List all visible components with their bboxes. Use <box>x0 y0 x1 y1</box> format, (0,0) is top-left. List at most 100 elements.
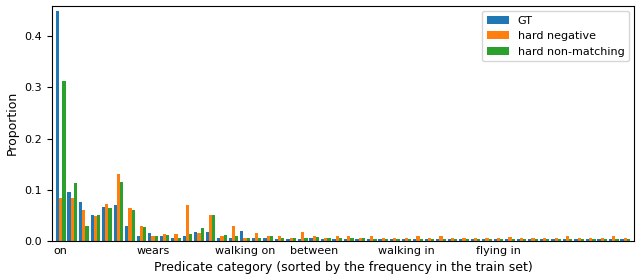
Bar <box>586 239 589 241</box>
Bar <box>393 239 396 241</box>
Bar <box>516 239 520 241</box>
Bar <box>182 236 186 241</box>
Bar <box>74 183 77 241</box>
Bar <box>485 239 488 241</box>
Bar <box>220 236 223 241</box>
Bar <box>90 215 93 241</box>
Bar <box>316 237 319 241</box>
Bar <box>396 239 400 241</box>
Bar <box>304 239 308 241</box>
Bar <box>332 239 335 241</box>
Bar <box>451 239 454 241</box>
Bar <box>289 239 292 241</box>
Bar <box>235 236 239 241</box>
Bar <box>563 239 566 241</box>
Bar <box>155 236 158 241</box>
Bar <box>246 239 250 241</box>
Bar <box>378 239 381 241</box>
Bar <box>275 239 278 241</box>
Bar <box>557 239 561 241</box>
Bar <box>59 197 63 241</box>
Bar <box>566 236 569 241</box>
Bar <box>166 235 170 241</box>
Bar <box>281 239 285 241</box>
Bar <box>309 239 312 241</box>
Bar <box>373 239 377 241</box>
Bar <box>439 236 442 241</box>
Bar <box>232 226 235 241</box>
Bar <box>120 182 124 241</box>
Bar <box>462 239 465 241</box>
Bar <box>174 234 178 241</box>
Bar <box>151 236 155 241</box>
Bar <box>171 239 174 241</box>
Bar <box>266 236 269 241</box>
Bar <box>335 236 339 241</box>
Bar <box>470 239 474 241</box>
Bar <box>508 237 511 241</box>
Bar <box>419 239 423 241</box>
Bar <box>401 239 404 241</box>
Bar <box>350 239 354 241</box>
Bar <box>143 227 147 241</box>
Bar <box>327 239 331 241</box>
Bar <box>217 239 220 241</box>
Bar <box>355 239 358 241</box>
Bar <box>163 234 166 241</box>
Bar <box>540 239 543 241</box>
Bar <box>243 239 246 241</box>
Bar <box>132 210 135 241</box>
Bar <box>569 239 572 241</box>
Bar <box>148 233 151 241</box>
Bar <box>344 239 347 241</box>
Bar <box>209 215 212 241</box>
Bar <box>404 239 408 241</box>
Bar <box>298 239 301 241</box>
Bar <box>413 239 416 241</box>
Bar <box>528 239 531 241</box>
Bar <box>258 239 262 241</box>
Bar <box>367 239 370 241</box>
Bar <box>86 226 89 241</box>
Bar <box>543 239 546 241</box>
Bar <box>612 236 615 241</box>
Bar <box>252 239 255 241</box>
Bar <box>551 239 554 241</box>
Bar <box>523 239 526 241</box>
Bar <box>189 234 193 241</box>
Bar <box>615 239 618 241</box>
Bar <box>312 236 316 241</box>
Bar <box>113 205 116 241</box>
Bar <box>278 236 281 241</box>
Bar <box>105 204 109 241</box>
Bar <box>465 239 469 241</box>
Bar <box>416 236 419 241</box>
Bar <box>97 215 100 241</box>
Bar <box>493 239 497 241</box>
Bar <box>477 239 481 241</box>
Bar <box>292 239 296 241</box>
Bar <box>286 239 289 241</box>
Bar <box>381 239 385 241</box>
Bar <box>474 239 477 241</box>
Bar <box>109 208 112 241</box>
Bar <box>136 236 140 241</box>
Bar <box>212 215 216 241</box>
Bar <box>385 239 388 241</box>
Bar <box>82 210 86 241</box>
Bar <box>197 233 200 241</box>
Bar <box>436 239 439 241</box>
Bar <box>424 239 428 241</box>
Bar <box>56 11 59 241</box>
Bar <box>442 239 446 241</box>
Bar <box>205 232 209 241</box>
Bar <box>627 239 630 241</box>
Bar <box>600 239 604 241</box>
Bar <box>577 239 580 241</box>
Bar <box>347 236 350 241</box>
Bar <box>592 239 595 241</box>
Bar <box>194 232 197 241</box>
Bar <box>597 239 600 241</box>
Bar <box>70 197 74 241</box>
Bar <box>116 174 120 241</box>
